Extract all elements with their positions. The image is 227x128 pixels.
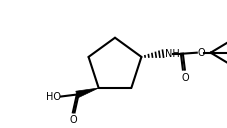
Text: O: O <box>197 48 205 58</box>
Text: HO: HO <box>46 92 61 102</box>
Polygon shape <box>76 88 98 98</box>
Text: O: O <box>69 115 76 125</box>
Text: NH: NH <box>164 49 179 59</box>
Text: O: O <box>180 73 188 83</box>
